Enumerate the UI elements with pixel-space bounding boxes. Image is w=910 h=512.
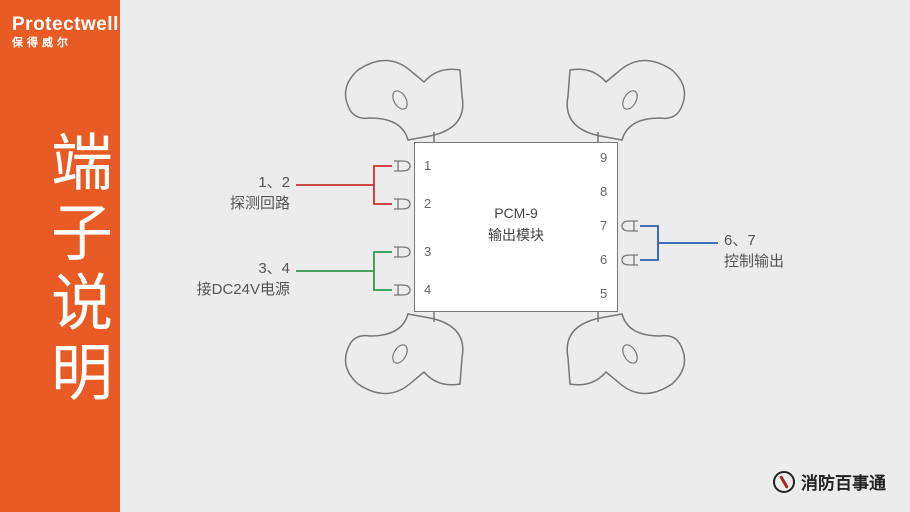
label-pins-67-text: 控制输出 [724, 253, 784, 270]
pin-number-right-6: 6 [600, 252, 607, 267]
pin-number-left-2: 2 [424, 196, 431, 211]
label-pins-12-pins: 1、2 [258, 174, 290, 191]
sidebar: Protectwell 保得威尔 端子说明 [0, 0, 120, 512]
terminal-icon [392, 244, 412, 260]
label-pins-12: 1、2 探测回路 [180, 172, 290, 214]
terminal-icon [392, 196, 412, 212]
label-pins-34: 3、4 接DC24V电源 [180, 258, 290, 300]
label-pins-67-pins: 6、7 [724, 232, 756, 249]
pin-number-right-8: 8 [600, 184, 607, 199]
terminal-icon [392, 158, 412, 174]
label-pins-34-text: 接DC24V电源 [197, 281, 290, 298]
label-pins-34-pins: 3、4 [258, 260, 290, 277]
label-pins-12-text: 探测回路 [230, 195, 290, 212]
footer-text: 消防百事通 [801, 469, 886, 494]
terminal-icon [392, 282, 412, 298]
pin-number-right-7: 7 [600, 218, 607, 233]
page-title-vertical: 端子说明 [30, 130, 120, 410]
terminal-icon [620, 218, 640, 234]
brand: Protectwell 保得威尔 [12, 14, 119, 50]
pin-number-left-3: 3 [424, 244, 431, 259]
footer-brand: 消防百事通 [773, 469, 886, 494]
pin-number-left-1: 1 [424, 158, 431, 173]
brand-chinese: 保得威尔 [12, 34, 119, 50]
pin-number-right-5: 5 [600, 286, 607, 301]
pin-number-left-4: 4 [424, 282, 431, 297]
pin-number-right-9: 9 [600, 150, 607, 165]
label-pins-67: 6、7 控制输出 [724, 230, 834, 272]
terminal-icon [620, 252, 640, 268]
brand-english: Protectwell [12, 14, 119, 36]
module-box: PCM-9 输出模块 [414, 142, 618, 312]
footer-icon [773, 471, 795, 493]
module-name: 输出模块 [415, 225, 617, 245]
module-id: PCM-9 [415, 205, 617, 221]
